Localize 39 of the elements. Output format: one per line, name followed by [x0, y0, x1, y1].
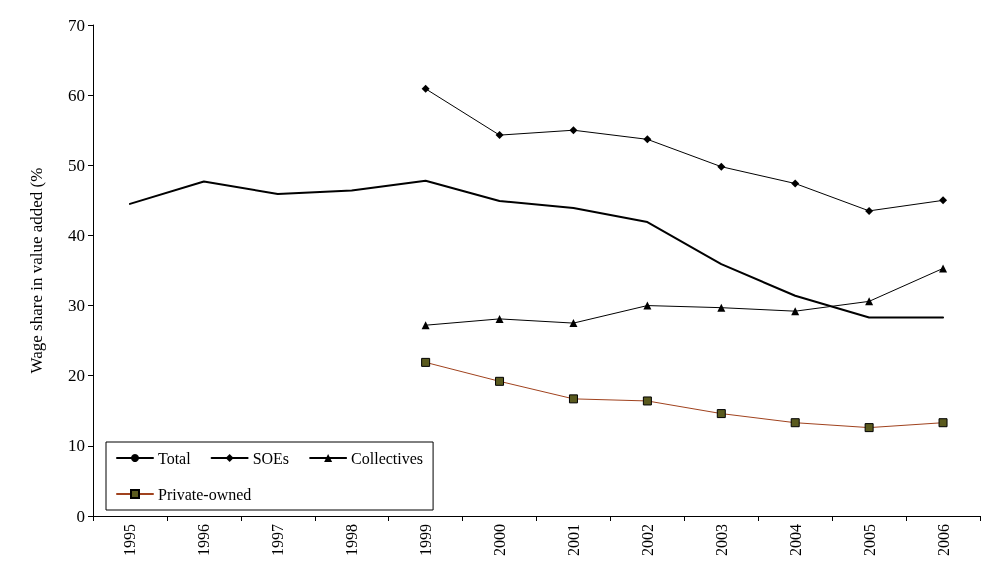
x-tick-label: 1999	[417, 524, 435, 556]
point	[717, 303, 726, 312]
x-tick-label: 2002	[638, 524, 656, 556]
point	[643, 135, 652, 144]
legend-label: Collectives	[351, 449, 424, 467]
point	[569, 126, 578, 135]
y-tick-label: 60	[68, 85, 85, 105]
y-tick-label: 20	[68, 366, 85, 386]
point	[791, 179, 800, 188]
x-tick-label: 2003	[712, 524, 730, 556]
point	[865, 206, 874, 215]
x-tick-label: 2004	[786, 524, 804, 556]
point	[717, 162, 726, 171]
point	[939, 196, 948, 205]
legend-label: Total	[158, 449, 192, 467]
point	[495, 314, 504, 323]
point	[495, 131, 504, 140]
legend-label: Private-owned	[158, 485, 252, 503]
x-tick-label: 1996	[195, 524, 213, 556]
y-axis-title: Wage share in value added (%	[27, 167, 46, 374]
point	[939, 264, 948, 273]
y-tick-label: 0	[76, 506, 85, 526]
point	[421, 84, 430, 93]
y-tick-label: 30	[68, 296, 85, 316]
legend-label: SOEs	[252, 449, 290, 467]
point	[569, 319, 578, 328]
x-tick-label: 2000	[491, 524, 509, 556]
x-tick-label: 2006	[934, 524, 952, 556]
y-tick-label: 70	[68, 15, 85, 35]
point	[643, 301, 652, 310]
x-tick-label: 2001	[564, 524, 582, 556]
y-tick-label: 40	[68, 225, 85, 245]
x-tick-label: 1995	[121, 524, 139, 556]
x-tick-label: 1997	[269, 524, 287, 556]
y-tick-label: 50	[68, 155, 85, 175]
point	[421, 321, 430, 330]
x-tick-label: 2005	[860, 524, 878, 556]
y-tick-label: 10	[68, 436, 85, 456]
x-tick-label: 1998	[343, 524, 361, 556]
